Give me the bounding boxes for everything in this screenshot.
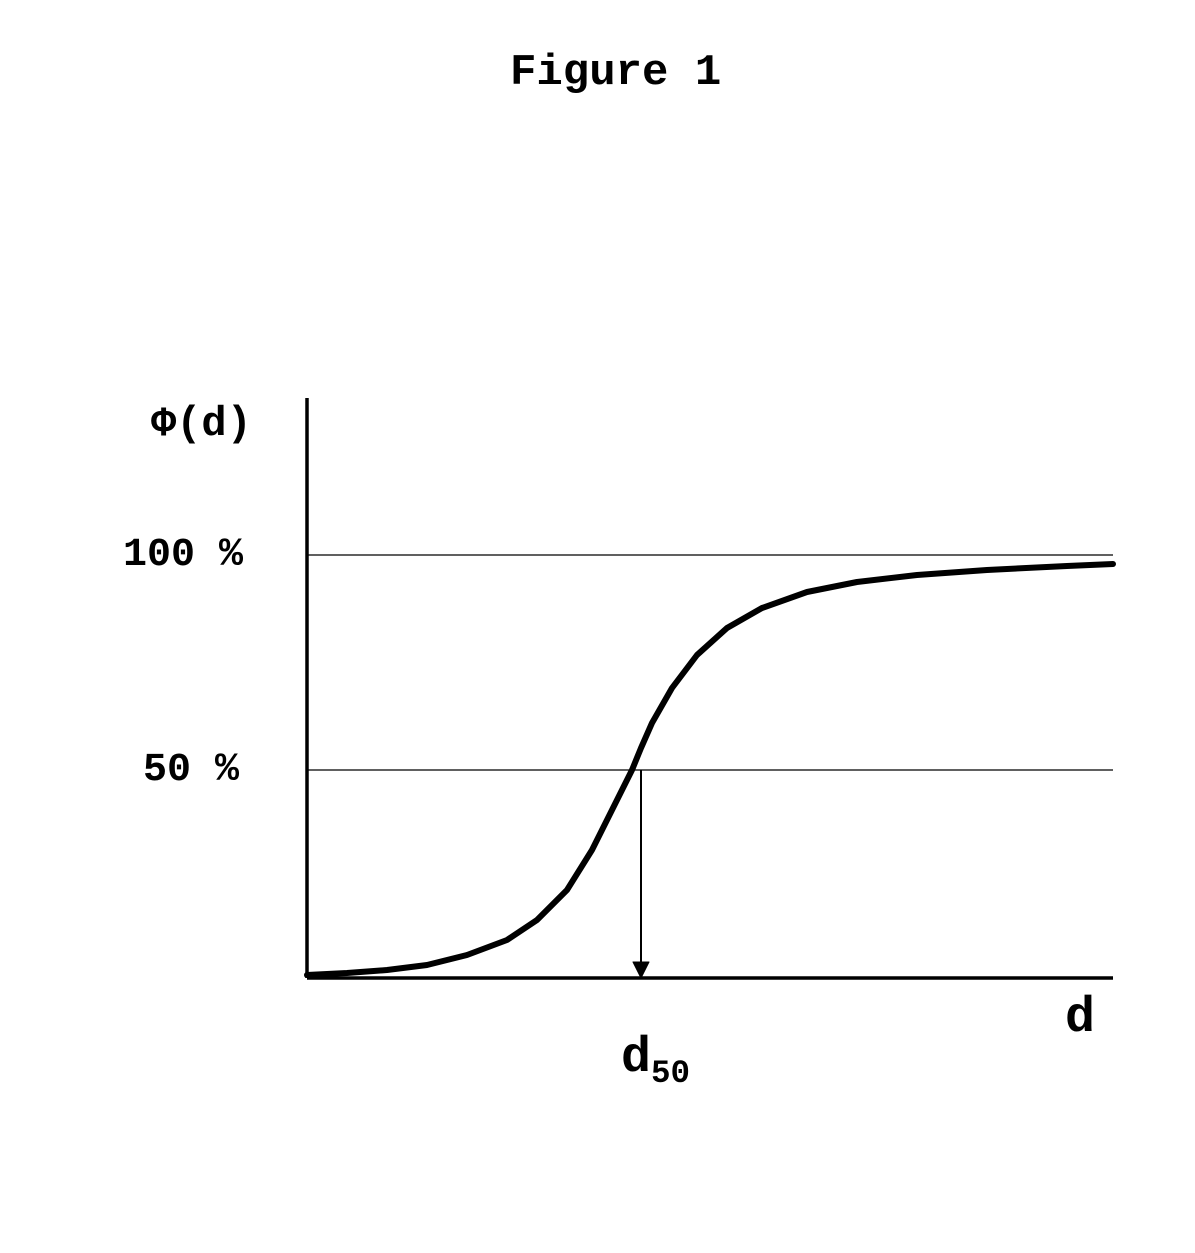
figure-title: Figure 1 bbox=[510, 48, 721, 98]
chart-area: Φ(d) 100 % 50 % d d50 bbox=[65, 370, 1145, 1190]
page: Figure 1 Φ(d) 100 % 50 % d d50 bbox=[0, 0, 1195, 1253]
chart-svg bbox=[65, 370, 1145, 1190]
